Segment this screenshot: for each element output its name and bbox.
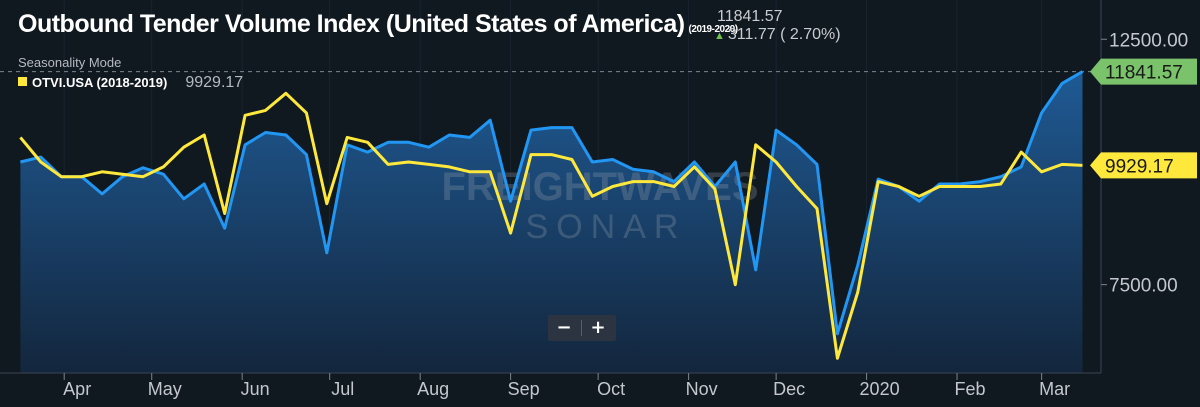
y-tick-label: 7500.00 bbox=[1109, 276, 1178, 297]
zoom-out-button[interactable]: − bbox=[556, 317, 572, 338]
chart-title: Outbound Tender Volume Index (United Sta… bbox=[18, 10, 738, 39]
seasonality-mode-label: Seasonality Mode bbox=[18, 55, 122, 70]
change-text: 311.77 ( 2.70%) bbox=[727, 26, 841, 43]
x-tick-label: Oct bbox=[597, 379, 625, 399]
x-tick-label: Jul bbox=[331, 379, 354, 399]
x-tick-label: Sep bbox=[508, 379, 540, 399]
x-tick-label: Nov bbox=[686, 379, 718, 399]
zoom-in-button[interactable]: + bbox=[590, 317, 606, 338]
y-axis-ticks: 12500.00 7500.00 bbox=[1101, 30, 1188, 297]
area-2019-2020 bbox=[20, 71, 1083, 373]
zoom-divider bbox=[581, 320, 582, 336]
legend-series-name: OTVI.USA (2018-2019) bbox=[32, 75, 168, 90]
chart-title-years: (2019-2020) bbox=[688, 24, 738, 35]
watermark-sonar: SONAR bbox=[526, 208, 687, 246]
x-tick-label: 2020 bbox=[860, 379, 900, 399]
value-flag bbox=[1090, 152, 1197, 179]
legend-series-value: 9929.17 bbox=[185, 74, 244, 91]
x-tick-label: Feb bbox=[955, 379, 986, 399]
zoom-controls: − + bbox=[548, 315, 616, 341]
value-labels: 11841.57 9929.17 bbox=[1090, 58, 1197, 179]
current-change: ▲ 311.77 ( 2.70%) bbox=[714, 26, 841, 44]
y-tick-label: 12500.00 bbox=[1109, 30, 1188, 51]
x-axis-ticks: Apr May Jun Jul Aug Sep Oct Nov Dec 2020 Feb Mar bbox=[63, 373, 1070, 399]
x-tick-label: Apr bbox=[63, 379, 91, 399]
x-tick-label: Mar bbox=[1039, 379, 1070, 399]
x-tick-label: Jun bbox=[241, 379, 270, 399]
x-tick-label: Aug bbox=[417, 379, 449, 399]
legend-item[interactable]: OTVI.USA (2018-2019) 9929.17 bbox=[18, 74, 243, 92]
current-value: 11841.57 bbox=[717, 8, 783, 25]
legend-swatch bbox=[18, 77, 27, 86]
chart-title-text: Outbound Tender Volume Index (United Sta… bbox=[18, 10, 685, 38]
x-tick-label: Dec bbox=[773, 379, 805, 399]
value-flag bbox=[1090, 58, 1197, 85]
value-flag-label: 11841.57 bbox=[1105, 63, 1183, 84]
x-tick-label: May bbox=[148, 379, 182, 399]
value-flag-label: 9929.17 bbox=[1105, 156, 1174, 177]
up-arrow-icon: ▲ bbox=[714, 30, 725, 42]
series-line-2018-2019[interactable] bbox=[19, 91, 1083, 360]
